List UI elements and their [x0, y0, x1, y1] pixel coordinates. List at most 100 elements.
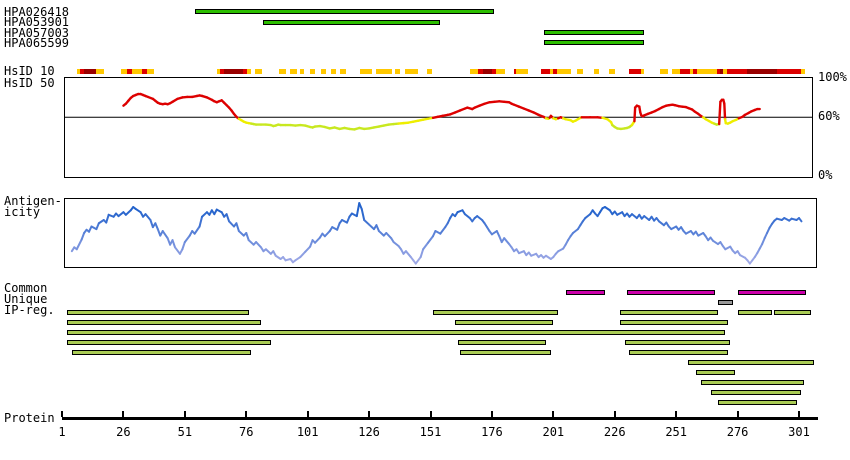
ip-region-bar — [66, 340, 271, 345]
hsid10-segment — [141, 69, 147, 74]
antigenicity-curve-segment — [584, 213, 592, 220]
hsid10-segment — [478, 69, 484, 74]
antigenicity-curve-segment — [375, 224, 380, 233]
hsid10-segment — [516, 69, 528, 74]
antigenicity-curve-segment — [368, 223, 376, 231]
hsid10-segment — [300, 69, 304, 74]
hsid10-segment — [697, 69, 717, 74]
antigenicity-curve-segment — [171, 239, 177, 249]
antigenicity-curve-segment — [161, 230, 169, 240]
ip-region-bar — [619, 310, 718, 315]
hsid10-segment — [693, 69, 698, 74]
axis-tick — [122, 411, 125, 417]
hsid10-segment — [549, 69, 554, 74]
axis-tick — [798, 411, 800, 417]
antigenicity-curve-segment — [761, 237, 766, 246]
common-label: Common — [4, 281, 48, 295]
axis-tick-label: 76 — [239, 425, 254, 439]
protein-axis-line — [62, 417, 818, 420]
hsid10-segment — [801, 69, 806, 74]
hsid10-segment — [247, 69, 252, 74]
hsid10-segment — [608, 69, 615, 74]
antigenicity-curve-segment — [154, 222, 159, 231]
hsid10-segment — [331, 69, 336, 74]
antigenicity-label-line2: icity — [4, 205, 41, 219]
hsid50-curve-segment — [633, 106, 637, 123]
hsid10-segment — [132, 69, 142, 74]
y-axis-label-60: 60% — [818, 109, 840, 123]
antigenicity-curve-segment — [345, 215, 351, 224]
antigenicity-curve-segment — [235, 222, 240, 233]
antigenicity-curve-segment — [503, 237, 511, 246]
hsid10-segment — [640, 69, 645, 74]
hsid10-segment — [660, 69, 668, 74]
hsid10-segment — [404, 69, 419, 74]
antigenicity-curve-segment — [245, 232, 250, 242]
antigenicity-curve-segment — [181, 241, 186, 251]
hsid10-label: HsID 10 — [4, 64, 55, 78]
ip-region-bar — [629, 350, 728, 355]
hsid10-segment — [127, 69, 132, 74]
hsid10-segment — [216, 69, 221, 74]
hsid10-segment — [776, 69, 802, 74]
hsid10-segment — [716, 69, 721, 74]
antibody-label: HPA065599 — [4, 36, 70, 50]
antibody-coverage-bar — [194, 9, 495, 14]
hsid10-segment — [76, 69, 81, 74]
antigenicity-curve-segment — [463, 213, 471, 220]
y-axis-label-0: 0% — [818, 168, 833, 182]
antigenicity-curve-segment — [105, 213, 110, 224]
axis-tick — [736, 411, 739, 417]
antigenicity-curve-segment — [255, 241, 262, 249]
antigenicity-curve-segment — [355, 202, 361, 218]
hsid10-segment — [146, 69, 155, 74]
hsid10-segment — [726, 69, 748, 74]
hsid50-label: HsID 50 — [4, 76, 55, 90]
unique-region-bar — [717, 300, 733, 305]
antigenicity-curve-segment — [174, 246, 181, 255]
antigenicity-curve-segment — [201, 211, 208, 218]
antigenicity-curve-segment — [314, 236, 321, 244]
ip-region-bar — [71, 350, 252, 355]
hsid10-segment — [491, 69, 496, 74]
antigenicity-curve-segment — [377, 230, 385, 237]
axis-tick — [61, 411, 63, 417]
antigenicity-curve-segment — [358, 202, 363, 210]
ip-region-bar — [432, 310, 559, 315]
ip-reg-label: IP-reg. — [4, 303, 55, 317]
axis-tick-label: 251 — [665, 425, 688, 439]
antigenicity-curve-segment — [336, 222, 341, 231]
axis-tick-label: 201 — [542, 425, 565, 439]
hsid10-segment — [310, 69, 316, 74]
ip-region-bar — [66, 330, 726, 335]
hsid10-segment — [541, 69, 550, 74]
ip-region-bar — [737, 310, 772, 315]
antigenicity-curve-segment — [237, 230, 245, 237]
axis-tick-label: 276 — [726, 425, 749, 439]
axis-tick — [368, 411, 371, 417]
hsid10-segment — [747, 69, 777, 74]
hsid10-segment — [394, 69, 400, 74]
antigenicity-curve-segment — [198, 215, 204, 228]
hsid10-segment — [376, 69, 393, 74]
hsid10-segment — [483, 69, 492, 74]
hsid10-segment — [720, 69, 723, 74]
antigenicity-curve-segment — [404, 250, 412, 259]
axis-tick — [429, 411, 432, 417]
ip-region-bar — [457, 340, 546, 345]
hsid10-segment — [290, 69, 297, 74]
antigenicity-curve-segment — [363, 219, 371, 226]
unique-label: Unique — [4, 292, 48, 306]
hsid10-segment — [689, 69, 694, 74]
hsid10-segment — [722, 69, 727, 74]
hsid10-segment — [224, 69, 243, 74]
hsid10-segment — [514, 69, 517, 74]
antigenicity-curve-segment — [798, 217, 803, 223]
axis-tick-label: 226 — [603, 425, 626, 439]
axis-tick-label: 1 — [58, 425, 66, 439]
ip-region-bar — [717, 400, 797, 405]
hsid50-curve-segment — [717, 100, 722, 126]
common-region-bar — [737, 290, 807, 295]
hsid10-segment — [84, 69, 97, 74]
